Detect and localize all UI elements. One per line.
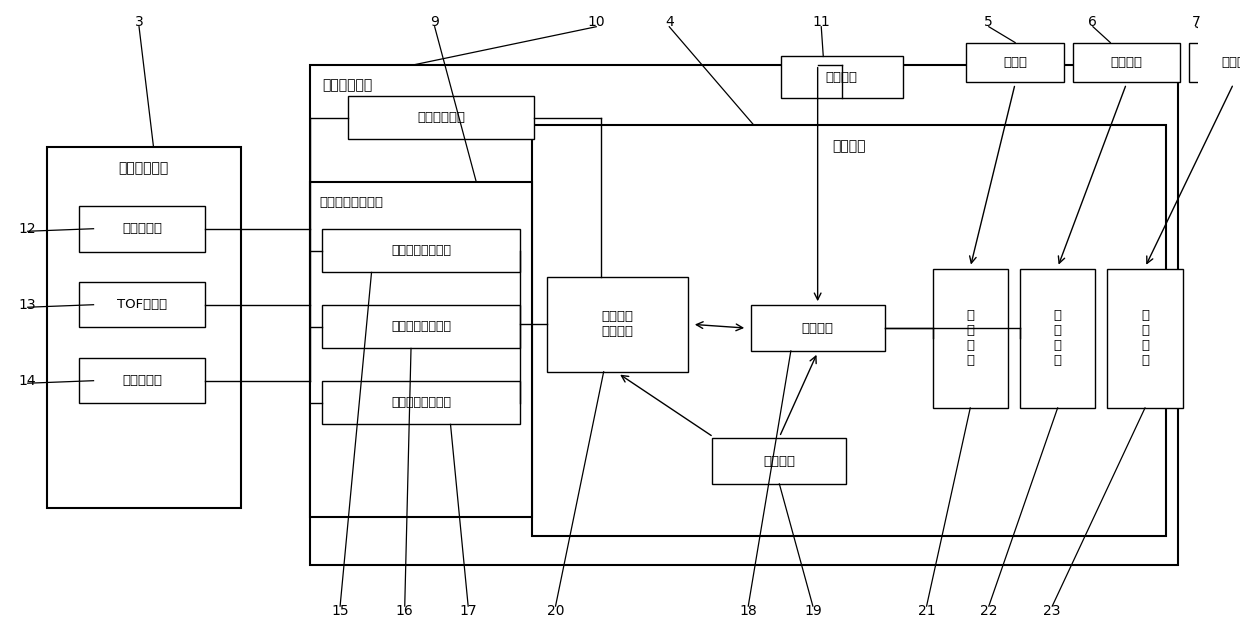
Text: 数据采集模块: 数据采集模块 xyxy=(119,161,169,175)
Text: 5: 5 xyxy=(985,15,993,29)
Text: 16: 16 xyxy=(396,604,414,618)
Text: 微处理器: 微处理器 xyxy=(801,322,833,335)
FancyBboxPatch shape xyxy=(532,125,1166,536)
FancyBboxPatch shape xyxy=(932,268,1008,408)
Text: 7: 7 xyxy=(1192,15,1200,29)
Text: 操作按钮: 操作按钮 xyxy=(1111,56,1142,69)
Text: 14: 14 xyxy=(19,374,36,388)
Text: 12: 12 xyxy=(19,222,36,236)
FancyBboxPatch shape xyxy=(310,182,532,518)
Text: 高清摄像头: 高清摄像头 xyxy=(122,222,162,235)
Text: TOF摄像头: TOF摄像头 xyxy=(117,298,167,311)
FancyBboxPatch shape xyxy=(1021,268,1095,408)
Text: 电源模块: 电源模块 xyxy=(764,455,795,467)
FancyBboxPatch shape xyxy=(79,282,205,328)
Text: 15: 15 xyxy=(331,604,348,618)
FancyBboxPatch shape xyxy=(1189,43,1240,83)
FancyBboxPatch shape xyxy=(966,43,1064,83)
FancyBboxPatch shape xyxy=(712,438,847,484)
FancyBboxPatch shape xyxy=(322,230,520,272)
Text: 17: 17 xyxy=(459,604,477,618)
Text: 显示屏: 显示屏 xyxy=(1003,56,1027,69)
Text: 输
入
模
块: 输 入 模 块 xyxy=(1054,309,1061,367)
FancyBboxPatch shape xyxy=(322,382,520,424)
FancyBboxPatch shape xyxy=(1107,268,1183,408)
Text: 头部姿态估计模块: 头部姿态估计模块 xyxy=(391,321,451,333)
Text: 电源开关: 电源开关 xyxy=(826,71,858,83)
FancyBboxPatch shape xyxy=(547,277,688,372)
Text: 13: 13 xyxy=(19,298,36,312)
Text: 红外传感器: 红外传感器 xyxy=(122,374,162,387)
Text: 手部姿态估计模块: 手部姿态估计模块 xyxy=(391,396,451,410)
Text: 躯体姿态估计模块: 躯体姿态估计模块 xyxy=(391,244,451,258)
Text: 23: 23 xyxy=(1044,604,1061,618)
Text: 人体姿态估计模块: 人体姿态估计模块 xyxy=(320,196,383,209)
FancyBboxPatch shape xyxy=(310,65,1178,565)
Text: 22: 22 xyxy=(980,604,997,618)
Text: 处理模块: 处理模块 xyxy=(832,139,866,153)
Text: 9: 9 xyxy=(430,15,439,29)
Text: 数据串口
整理模块: 数据串口 整理模块 xyxy=(601,310,634,338)
FancyBboxPatch shape xyxy=(750,305,884,351)
FancyBboxPatch shape xyxy=(79,358,205,403)
Text: 显
示
模
块: 显 示 模 块 xyxy=(966,309,975,367)
Text: 4: 4 xyxy=(665,15,673,29)
Text: 人脸识别模块: 人脸识别模块 xyxy=(417,111,465,125)
Text: 11: 11 xyxy=(812,15,830,29)
Text: 6: 6 xyxy=(1089,15,1097,29)
Text: 数据处理模块: 数据处理模块 xyxy=(322,79,372,93)
Text: 3: 3 xyxy=(135,15,144,29)
Text: 19: 19 xyxy=(804,604,822,618)
FancyBboxPatch shape xyxy=(780,57,903,98)
FancyBboxPatch shape xyxy=(1073,43,1180,83)
Text: 18: 18 xyxy=(739,604,758,618)
FancyBboxPatch shape xyxy=(348,97,534,139)
FancyBboxPatch shape xyxy=(79,206,205,251)
FancyBboxPatch shape xyxy=(47,147,241,508)
Text: 扬声器: 扬声器 xyxy=(1221,56,1240,69)
FancyBboxPatch shape xyxy=(322,305,520,349)
Text: 20: 20 xyxy=(547,604,564,618)
Text: 21: 21 xyxy=(918,604,935,618)
Text: 报
警
模
块: 报 警 模 块 xyxy=(1141,309,1149,367)
Text: 10: 10 xyxy=(588,15,605,29)
